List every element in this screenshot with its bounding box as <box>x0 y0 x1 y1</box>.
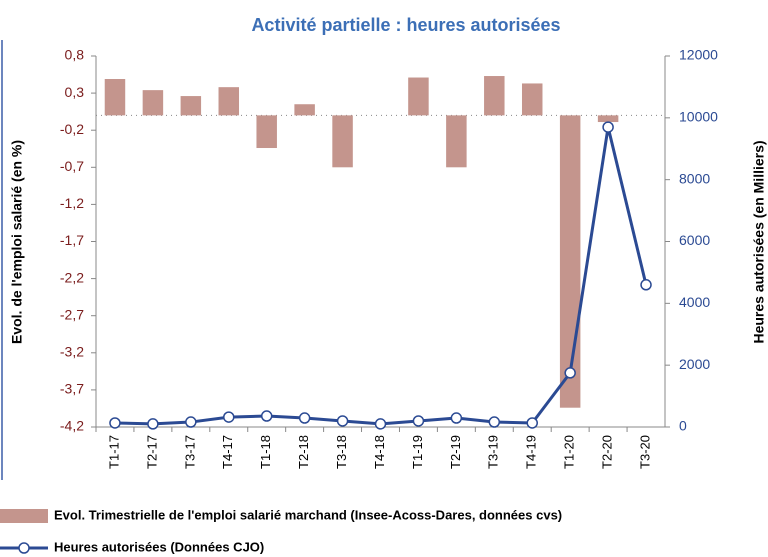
y-tick-label: -4,2 <box>60 418 84 434</box>
marker <box>640 279 652 291</box>
bar <box>180 96 202 116</box>
marker <box>488 416 501 428</box>
bar <box>521 83 543 116</box>
chart-title: Activité partielle : heures autorisées <box>251 15 560 35</box>
x-tick-label: T4-18 <box>372 435 387 469</box>
y-tick-label: -0,2 <box>60 121 84 137</box>
y2-tick-label: 6000 <box>679 232 710 248</box>
marker <box>185 416 197 428</box>
y-tick-label: -2,2 <box>60 269 84 285</box>
x-tick-label: T2-17 <box>144 435 159 469</box>
x-tick-label: T2-20 <box>600 435 615 469</box>
y-tick-label: -3,2 <box>60 344 84 360</box>
y2-tick-label: 10000 <box>679 109 718 125</box>
y-tick-label: 0,8 <box>65 47 85 63</box>
marker <box>374 418 387 430</box>
bar <box>332 115 353 168</box>
marker <box>147 418 159 430</box>
x-tick-label: T1-18 <box>258 435 273 469</box>
marker <box>298 412 311 424</box>
legend-swatch <box>18 542 30 554</box>
legend-label: Evol. Trimestrielle de l'emploi salarié … <box>54 507 562 522</box>
x-tick-label: T4-19 <box>524 435 539 469</box>
bar <box>446 115 467 168</box>
marker <box>564 367 576 379</box>
bar <box>294 104 315 116</box>
bar <box>484 76 505 116</box>
y2-tick-label: 4000 <box>679 294 710 310</box>
y-tick-label: -0,7 <box>60 158 84 174</box>
x-tick-label: T3-17 <box>182 435 197 469</box>
y2-tick-label: 2000 <box>679 356 710 372</box>
marker <box>526 417 538 429</box>
y2-tick-label: 8000 <box>679 170 710 186</box>
marker <box>412 415 425 427</box>
bar <box>142 90 164 116</box>
marker <box>223 411 235 423</box>
y2-axis-title: Heures autorisées (en Milliers) <box>751 140 767 343</box>
y-axis-title: Evol. de l'emploi salarié (en %) <box>9 140 25 344</box>
marker <box>260 410 273 422</box>
marker <box>109 417 121 429</box>
y-tick-label: -1,2 <box>60 195 84 211</box>
x-tick-label: T2-18 <box>296 435 311 469</box>
y-tick-label: 0,3 <box>65 84 85 100</box>
legend-label: Heures autorisées (Données CJO) <box>54 539 264 554</box>
legend-swatch <box>0 509 48 523</box>
x-tick-label: T1-19 <box>410 435 425 469</box>
y2-tick-label: 0 <box>679 418 687 434</box>
marker <box>450 412 463 424</box>
marker <box>336 415 349 427</box>
bar <box>256 115 277 149</box>
x-tick-label: T3-20 <box>637 435 652 469</box>
marker <box>602 121 614 133</box>
bar <box>218 87 240 116</box>
x-tick-label: T3-18 <box>334 435 349 469</box>
x-tick-label: T1-20 <box>562 435 577 469</box>
bar <box>597 115 619 123</box>
y-tick-label: -3,7 <box>60 381 84 397</box>
bar <box>104 79 126 116</box>
x-tick-label: T4-17 <box>220 435 235 469</box>
x-tick-label: T2-19 <box>448 435 463 469</box>
y-tick-label: -2,7 <box>60 306 84 322</box>
y2-tick-label: 12000 <box>679 47 718 63</box>
x-tick-label: T1-17 <box>106 435 121 469</box>
x-tick-label: T3-19 <box>486 435 501 469</box>
bar <box>408 77 429 116</box>
y-tick-label: -1,7 <box>60 232 84 248</box>
